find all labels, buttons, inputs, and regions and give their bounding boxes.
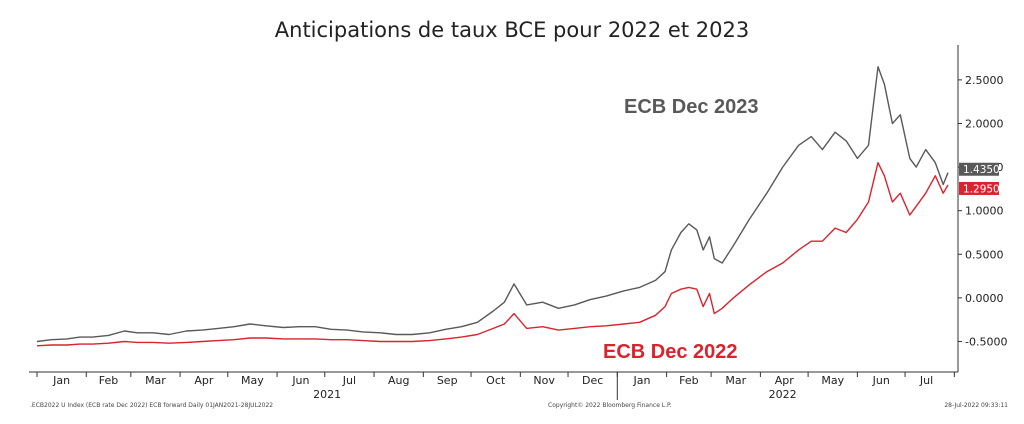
chart-series-lines [36,66,949,347]
x-tick-label: Jun [291,374,309,387]
x-tick-label: May [241,374,264,387]
x-tick-label: Dec [582,374,603,387]
x-tick-label: Nov [533,374,555,387]
y-tick-label: 0.5000 [965,248,1004,261]
last-value-badge [959,162,999,176]
x-tick-label: Mar [725,374,746,387]
last-value-label: 1.2950 [963,183,1000,195]
x-tick-label: Apr [775,374,795,387]
chart-axes: -0.50000.00000.50001.00001.50002.00002.5… [29,45,1007,401]
x-tick-label: Feb [99,374,118,387]
x-year-label: 2021 [313,388,341,401]
x-tick-label: Jul [919,374,933,387]
footer-left: .ECB2022 U Index (ECB rate Dec 2022) ECB… [30,402,274,409]
x-tick-label: Oct [486,374,506,387]
x-tick-label: Apr [194,374,214,387]
x-tick-label: Aug [388,374,409,387]
footer-center: Copyright© 2022 Bloomberg Finance L.P. [548,402,672,409]
x-tick-label: Mar [145,374,166,387]
last-value-badge [959,181,999,195]
x-tick-label: Jan [52,374,70,387]
footer-right: 28-Jul-2022 09:33:11 [944,402,1008,409]
series-line-ecb-dec-2022 [36,161,949,347]
chart-title: Anticipations de taux BCE pour 2022 et 2… [274,18,750,42]
last-value-badges: 1.4350 1.2950 [959,162,1000,195]
series-label-ecb-dec-2023: ECB Dec 2023 [624,96,759,118]
x-tick-label: Sep [437,374,458,387]
x-tick-label: Jul [342,374,356,387]
x-tick-label: Feb [679,374,698,387]
series-label-ecb-dec-2022: ECB Dec 2022 [603,341,738,363]
y-tick-label: 0.0000 [965,292,1004,305]
x-tick-label: Jan [632,374,650,387]
y-tick-label: 2.0000 [965,117,1004,130]
y-tick-label: 1.0000 [965,205,1004,218]
y-tick-label: -0.5000 [965,335,1007,348]
x-tick-label: Jun [872,374,890,387]
y-tick-label: 2.5000 [965,74,1004,87]
series-line-ecb-dec-2023 [36,66,949,343]
x-year-label: 2022 [769,388,797,401]
last-value-label: 1.4350 [963,164,1000,176]
x-tick-label: May [821,374,844,387]
